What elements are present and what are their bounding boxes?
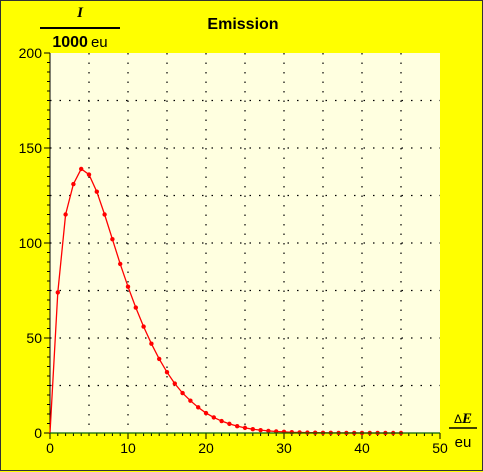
x-label-delta: Δ (454, 412, 462, 426)
series-group (49, 166, 440, 436)
data-point (250, 427, 255, 432)
data-point (125, 284, 131, 289)
chart-title: Emission (207, 16, 278, 33)
data-point (86, 172, 92, 177)
data-point (227, 421, 232, 427)
data-point (157, 356, 162, 362)
x-tick-label: 50 (432, 440, 448, 456)
y-label-numerator: I (76, 5, 84, 21)
data-point (196, 405, 201, 410)
data-point (235, 423, 240, 429)
y-tick-label: 150 (19, 140, 43, 156)
data-point (266, 428, 271, 434)
data-point (211, 415, 216, 420)
data-point (118, 261, 123, 267)
y-label-denominator: 1000 eu (52, 34, 107, 51)
data-point (242, 425, 248, 431)
ticks: 0 10 20 30 40 50 0 50 100 150 200 (19, 45, 448, 456)
x-tick-label: 0 (46, 440, 54, 456)
data-point (172, 381, 177, 386)
data-point (203, 410, 209, 416)
data-point (180, 390, 185, 396)
data-point (188, 398, 193, 403)
data-point (133, 305, 138, 310)
x-tick-label: 20 (198, 440, 214, 456)
data-point (258, 427, 263, 433)
y-label-denominator-number: 1000 (52, 34, 88, 51)
x-label-denominator: eu (455, 434, 472, 451)
data-point (79, 166, 84, 172)
data-point (164, 370, 170, 375)
data-point (141, 324, 146, 329)
x-label-symbol: E (461, 411, 472, 427)
data-point (149, 341, 154, 346)
data-point (55, 290, 60, 295)
data-point (71, 181, 76, 187)
y-tick-label: 200 (19, 45, 43, 61)
data-point (102, 212, 107, 217)
x-tick-label: 30 (276, 440, 292, 456)
y-tick-label: 100 (19, 235, 43, 251)
data-point (289, 430, 294, 435)
x-tick-label: 40 (354, 440, 370, 456)
y-tick-label: 50 (26, 330, 42, 346)
data-point (63, 212, 68, 217)
data-point (94, 189, 100, 194)
x-label-numerator: ΔE (454, 411, 472, 427)
grid (50, 53, 440, 433)
data-point (110, 237, 115, 242)
x-tick-label: 10 (120, 440, 136, 456)
y-tick-label: 0 (34, 425, 42, 441)
y-label-denominator-unit: eu (91, 34, 108, 51)
data-point (219, 418, 224, 424)
